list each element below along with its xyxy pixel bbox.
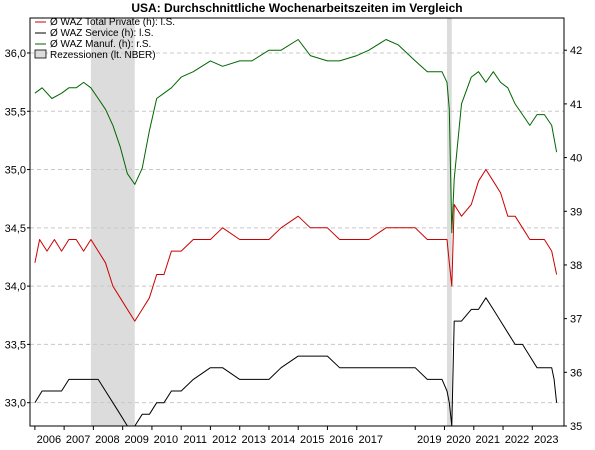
y-left-tick-label: 33,0: [5, 398, 26, 410]
x-tick-label: 2010: [154, 434, 178, 446]
y-left-tick-label: 35,5: [5, 106, 26, 118]
y-right-tick-label: 39: [570, 206, 582, 218]
plot-frame: [29, 17, 565, 427]
legend-label-1: Ø WAZ Total Private (h): l.S.: [50, 17, 175, 28]
chart-title: USA: Durchschnittliche Wochenarbeitszeit…: [131, 1, 462, 15]
y-right-tick-label: 40: [570, 153, 582, 165]
legend-swatch-4: [34, 49, 47, 59]
series-lines: [34, 39, 558, 427]
y-right-tick-label: 35: [570, 421, 582, 433]
y-left-tick-label: 36,0: [5, 48, 26, 60]
y-left-tick-label: 34,5: [5, 223, 26, 235]
x-tick-label: 2023: [534, 434, 558, 446]
series-line-3: [34, 39, 558, 234]
recession-bands: [90, 18, 452, 426]
x-tick-label: 2006: [37, 434, 61, 446]
legend-label-3: Ø WAZ Manuf. (h): r.S.: [50, 39, 151, 50]
recession-band-1: [90, 18, 135, 426]
y-right-tick-label: 41: [570, 99, 582, 111]
y-right-tick-label: 36: [570, 367, 582, 379]
y-axis-right: 35 36 37 38 39 40 41 42: [564, 45, 582, 433]
y-axis-left: 33,0 33,5 34,0 34,5 35,0 35,5 36,0: [5, 48, 30, 410]
x-tick-label: 2011: [183, 434, 207, 446]
y-right-tick-label: 42: [570, 45, 582, 57]
y-left-tick-label: 34,0: [5, 281, 26, 293]
x-tick-label: 2016: [329, 434, 353, 446]
x-tick-label: 2014: [271, 434, 295, 446]
x-tick-label: 2008: [95, 434, 119, 446]
y-right-tick-label: 38: [570, 260, 582, 272]
x-tick-label: 2021: [476, 434, 500, 446]
legend: Ø WAZ Total Private (h): l.S.Ø WAZ Servi…: [34, 17, 175, 61]
x-tick-label: 2019: [417, 434, 441, 446]
x-tick-label: 2012: [212, 434, 236, 446]
y-right-tick-label: 37: [570, 314, 582, 326]
x-tick-label: 2020: [446, 434, 470, 446]
x-tick-label: 2013: [241, 434, 265, 446]
x-axis: 2006 2007 2008 2009 2010 2011 2012 2013 2014 2015…: [34, 426, 559, 446]
x-tick-label: 2009: [124, 434, 148, 446]
recession-band-2: [446, 18, 452, 426]
x-tick-label: 2015: [300, 434, 324, 446]
legend-label-4: Rezessionen (lt. NBER): [50, 50, 156, 61]
legend-label-2: Ø WAZ Service (h): l.S.: [50, 28, 154, 39]
x-tick-label: 2007: [66, 434, 90, 446]
series-line-1: [34, 169, 558, 322]
y-left-tick-label: 33,5: [5, 339, 26, 351]
y-left-tick-label: 35,0: [5, 165, 26, 177]
x-tick-label: 2017: [359, 434, 383, 446]
series-line-2: [34, 297, 558, 427]
x-tick-label: 2022: [505, 434, 529, 446]
gridlines: [30, 52, 564, 404]
